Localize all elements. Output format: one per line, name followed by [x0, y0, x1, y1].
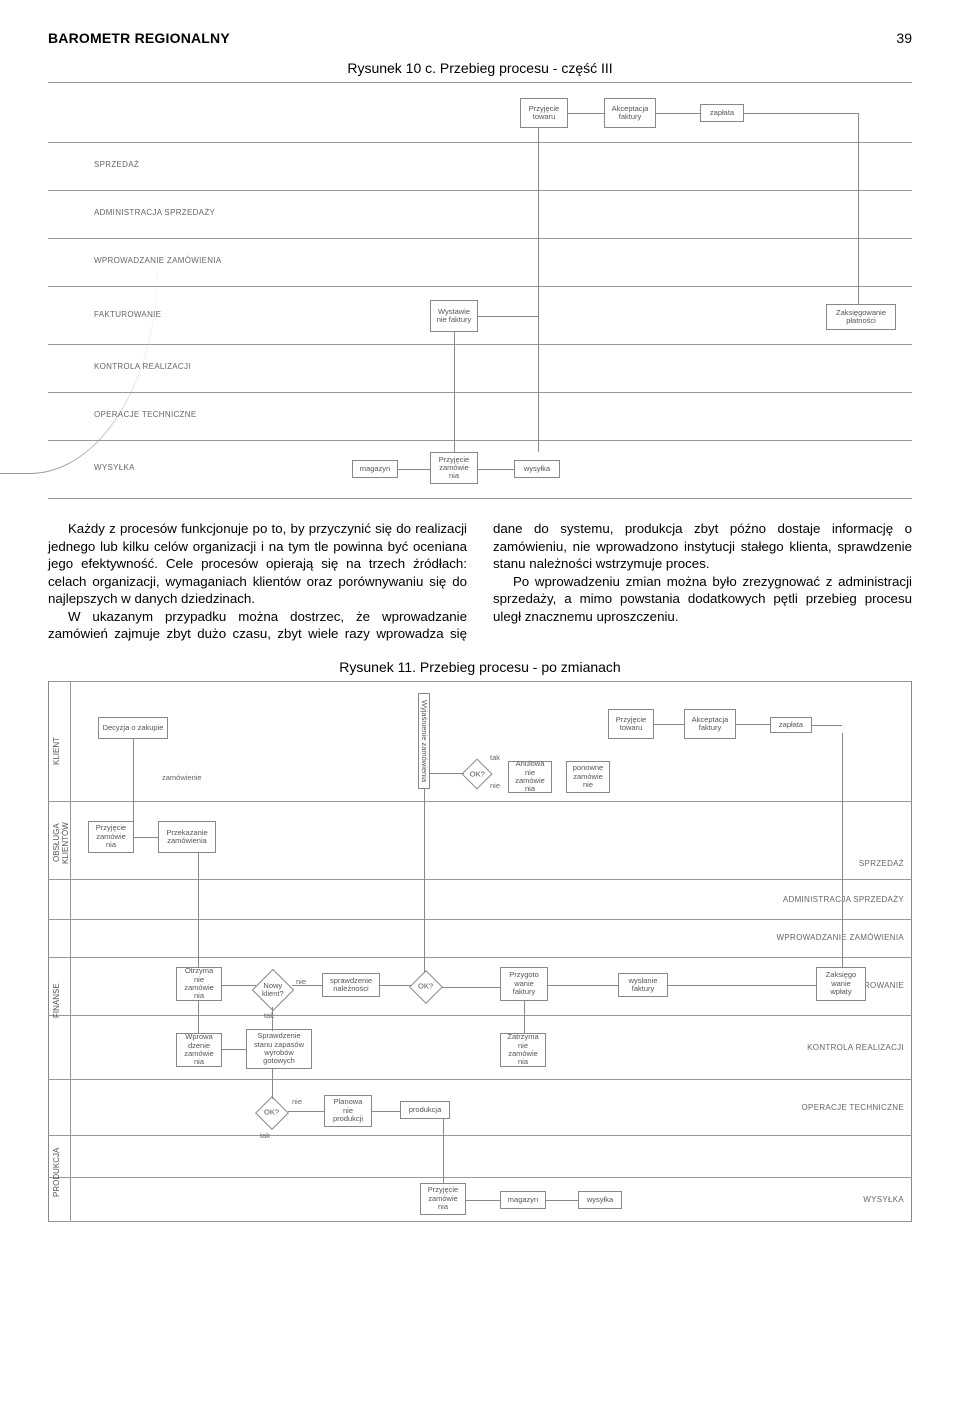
node-otrzymanie: Otrzyma nie zamówie nia — [176, 967, 222, 1001]
lane-fakturowanie: FAKTUROWANIE — [94, 310, 161, 319]
node-przyjecie-towaru: Przyjęcie towaru — [520, 98, 568, 128]
node-wysylka2: wysyłka — [578, 1191, 622, 1209]
paragraph-1: Każdy z procesów funkcjonuje po to, by p… — [48, 520, 467, 608]
node-magazyn2: magazyn — [500, 1191, 546, 1209]
figure10-diagram: Przyjęcie towaru Akceptacja faktury zapł… — [48, 82, 912, 502]
node-wystawienie-faktury: Wystawie nie faktury — [430, 300, 478, 332]
node-zaplata2: zapłata — [770, 717, 812, 733]
lane-wysylka: WYSYŁKA — [94, 463, 135, 472]
node-planowanie-prod: Planowa nie produkcji — [324, 1095, 372, 1127]
node-przyjecie-towaru2: Przyjęcie towaru — [608, 709, 654, 739]
paragraph-3: Po wprowadzeniu zmian można było zrezygn… — [493, 573, 912, 626]
diamond-nowy-klient: Nowy klient? — [252, 969, 294, 1011]
node-magazyn: magazyn — [352, 460, 398, 478]
node-produkcja: produkcja — [400, 1101, 450, 1119]
lane-wprowadzanie: WPROWADZANIE ZAMÓWIENIA — [94, 256, 222, 265]
node-sprawdzenie-nal: sprawdzenie należności — [322, 973, 380, 997]
node-decyzja-zakupie: Decyzja o zakupie — [98, 717, 168, 739]
page-number: 39 — [896, 30, 912, 46]
node-przygotowanie-faktury: Przygoto wanie faktury — [500, 967, 548, 1001]
node-przyjecie-zam3: Przyjęcie zamówie nia — [420, 1183, 466, 1215]
page-header: BAROMETR REGIONALNY 39 — [48, 30, 912, 46]
node-wyslanie-faktury: wysłanie faktury — [618, 973, 668, 997]
col-produkcja: PRODUKCJA — [52, 1137, 61, 1207]
node-anulowanie: Anulowa nie zamówie nia — [508, 761, 552, 793]
node-wyjasnienie: Wyjaśnienie zamówienia — [418, 693, 430, 789]
label-nie3: nie — [292, 1097, 302, 1106]
rlabel-admin: ADMINISTRACJA SPRZEDAŻY — [783, 895, 904, 904]
rlabel-wprowadz: WPROWADZANIE ZAMÓWIENIA — [777, 933, 905, 942]
rlabel-operacje: OPERACJE TECHNICZNE — [802, 1103, 904, 1112]
figure11-diagram: KLIENT OBSŁUGA KLIENTÓW FINANSE PRODUKCJ… — [48, 681, 912, 1221]
label-zamowienie: zamówienie — [162, 773, 202, 782]
lane-sprzedaz: SPRZEDAŻ — [94, 160, 139, 169]
node-przyjecie-zamowienia: Przyjęcie zamówie nia — [430, 452, 478, 484]
node-wprowadzenie: Wprowa dzenie zamówie nia — [176, 1033, 222, 1067]
figure11-caption: Rysunek 11. Przebieg procesu - po zmiana… — [48, 659, 912, 675]
node-ponowne: ponowne zamówie nie — [566, 761, 610, 793]
lane-kontrola: KONTROLA REALIZACJI — [94, 362, 191, 371]
node-przyjecie-zam2: Przyjęcie zamówie nia — [88, 821, 134, 853]
node-wysylka-box: wysyłka — [514, 460, 560, 478]
node-akceptacja-faktury2: Akceptacja faktury — [684, 709, 736, 739]
label-tak3: tak — [260, 1131, 270, 1140]
rlabel-kontrola: KONTROLA REALIZACJI — [807, 1043, 904, 1052]
node-przekazanie: Przekazanie zamówienia — [158, 821, 216, 853]
col-finanse: FINANSE — [52, 971, 61, 1031]
lane-admin-sprzedazy: ADMINISTRACJA SPRZEDAŻY — [94, 208, 215, 217]
node-sprawdzenie-zapasow: Sprawdzenie stanu zapasów wyrobów gotowy… — [246, 1029, 312, 1069]
body-text: Każdy z procesów funkcjonuje po to, by p… — [48, 520, 912, 643]
col-klient: KLIENT — [52, 721, 61, 781]
node-akceptacja-faktury: Akceptacja faktury — [604, 98, 656, 128]
lane-operacje: OPERACJE TECHNICZNE — [94, 410, 196, 419]
label-tak1: tak — [490, 753, 500, 762]
rlabel-sprzedaz: SPRZEDAŻ — [859, 859, 904, 868]
node-zaksiegowanie-wplaty: Zaksięgo wanie wpłaty — [816, 967, 866, 1001]
node-zaksiegowanie: Zaksięgowanie płatności — [826, 304, 896, 330]
rlabel-wysylka: WYSYŁKA — [863, 1195, 904, 1204]
diamond-ok1: OK? — [461, 758, 492, 789]
node-zaplata: zapłata — [700, 104, 744, 122]
node-zatrzymanie: Zatrzyma nie zamówie nia — [500, 1033, 546, 1067]
label-nie1: nie — [490, 781, 500, 790]
journal-title: BAROMETR REGIONALNY — [48, 30, 230, 46]
diamond-ok3: OK? — [255, 1096, 289, 1130]
figure10-caption: Rysunek 10 c. Przebieg procesu - część I… — [48, 60, 912, 76]
col-obsluga: OBSŁUGA KLIENTÓW — [52, 815, 70, 871]
diamond-ok2: OK? — [409, 970, 443, 1004]
